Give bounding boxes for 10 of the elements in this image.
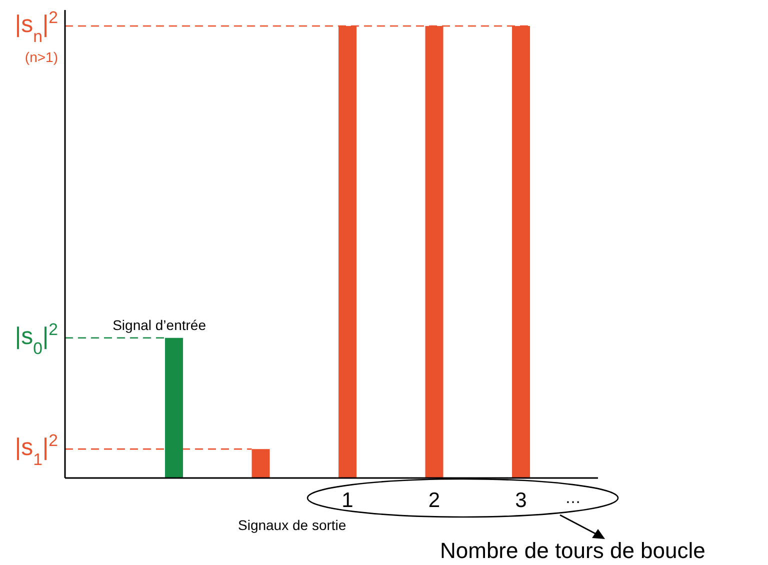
x-tick-label: 2 bbox=[428, 489, 440, 512]
x-tick-label: 1 bbox=[342, 489, 354, 512]
x-tick-label: 3 bbox=[515, 489, 527, 512]
text: Signaux de sortie bbox=[238, 517, 346, 533]
text: … bbox=[565, 490, 581, 507]
text: |s$_{n}$|$^{2}$ (n>1) bbox=[14, 8, 58, 65]
ref-line-label: |s$_{1}$|$^{2}$ bbox=[14, 430, 58, 469]
annotation: Signal d’entrée bbox=[112, 316, 206, 333]
x-axis-title: Nombre de tours de boucle bbox=[440, 538, 706, 563]
ref-line-label: |s$_{0}$|$^{2}$ bbox=[14, 319, 58, 358]
